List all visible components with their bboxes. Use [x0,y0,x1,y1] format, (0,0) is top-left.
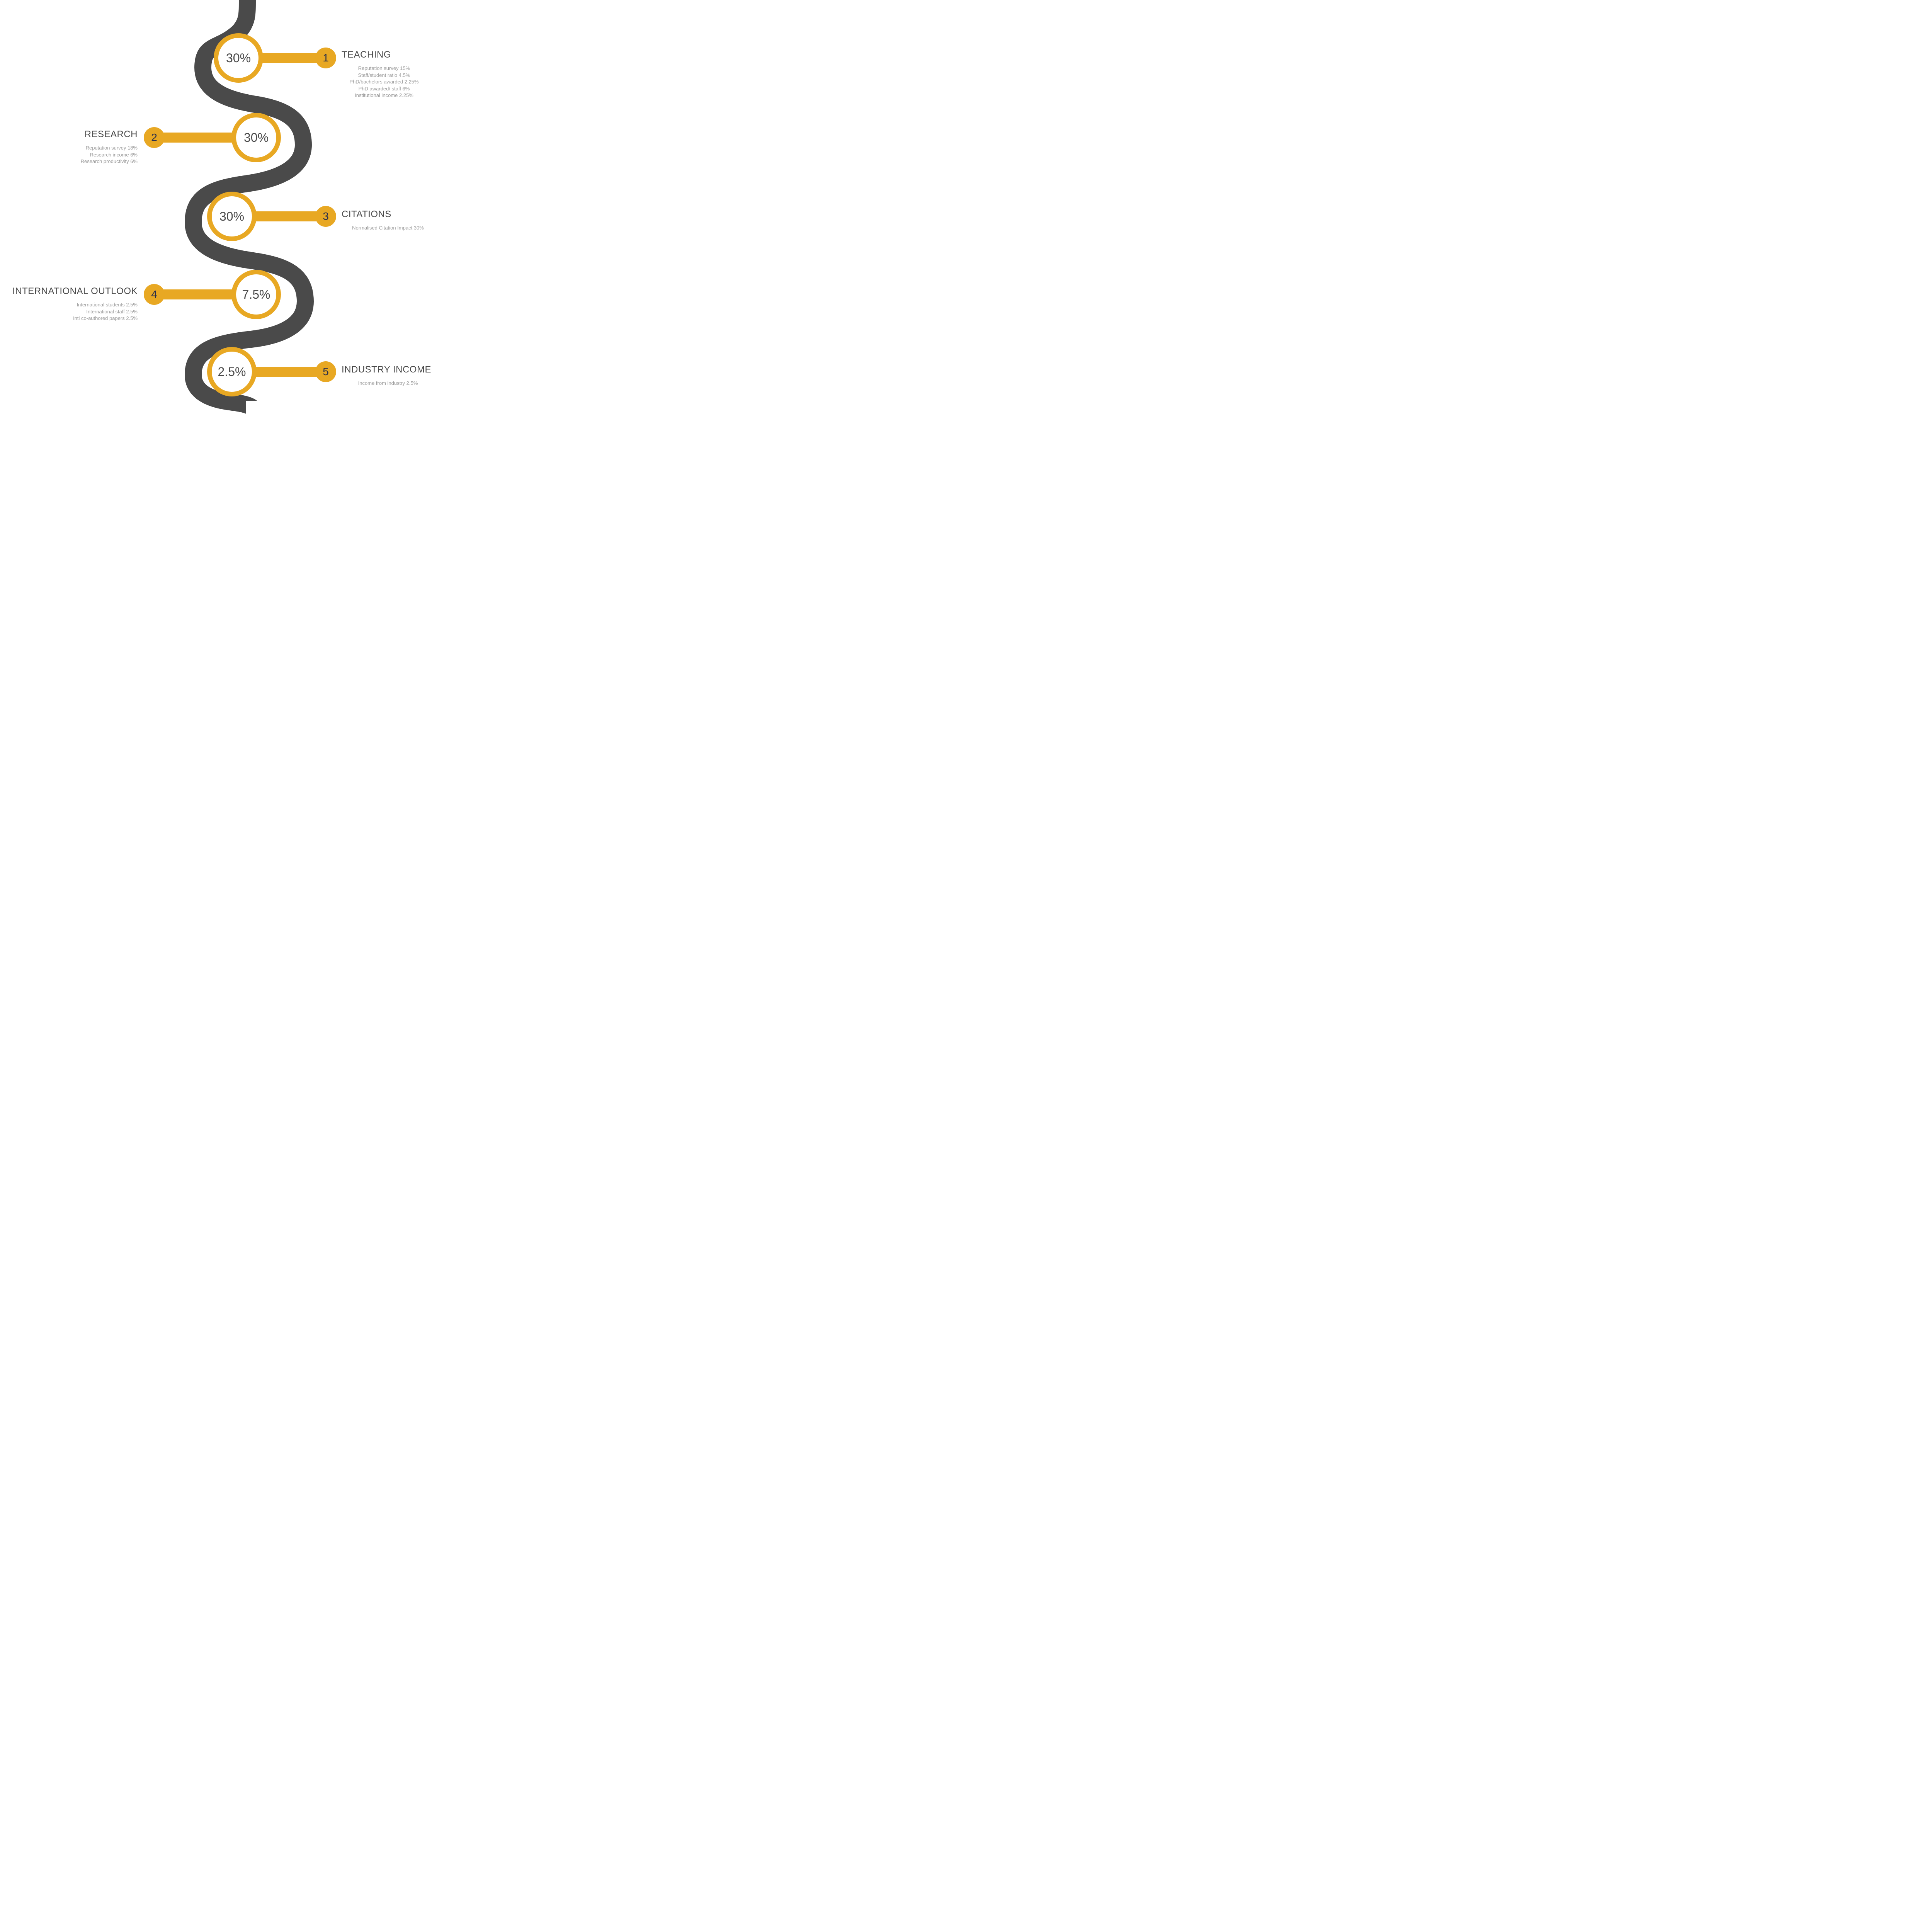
section-title-teaching: TEACHING [342,49,391,60]
section-title-industry-income: INDUSTRY INCOME [342,364,431,375]
detail-line-international-outlook-0: International students 2.5% [37,301,138,308]
detail-line-international-outlook-1: International staff 2.5% [37,308,138,315]
step-number-citations: 3 [315,206,336,227]
section-title-research: RESEARCH [85,129,138,140]
detail-line-research-0: Reputation survey 18% [53,145,138,151]
percent-value-citations: 30% [219,209,244,224]
percent-circle-research: 30% [231,113,281,162]
percent-circle-teaching: 30% [214,33,263,83]
step-number-teaching: 1 [315,48,336,68]
step-number-value-international-outlook: 4 [151,288,157,301]
detail-line-teaching-3: PhD awarded/ staff 6% [342,85,427,92]
step-number-value-research: 2 [151,131,157,144]
infographic-stage: 30% 1 TEACHING Reputation survey 15%Staff/s… [0,0,526,415]
step-number-research: 2 [144,127,165,148]
detail-line-research-2: Research productivity 6% [53,158,138,165]
section-details-teaching: Reputation survey 15%Staff/student ratio… [342,65,427,99]
detail-line-teaching-2: PhD/bachelors awarded 2.25% [342,78,427,85]
detail-line-industry-income-0: Income from industry 2.5% [342,380,434,387]
detail-line-citations-0: Normalised Citation Impact 30% [342,224,434,231]
step-number-value-teaching: 1 [323,52,329,64]
detail-line-research-1: Research income 6% [53,151,138,158]
detail-line-teaching-1: Staff/student ratio 4.5% [342,72,427,79]
percent-circle-citations: 30% [207,192,257,241]
section-details-industry-income: Income from industry 2.5% [342,380,434,387]
step-number-international-outlook: 4 [144,284,165,305]
percent-value-industry-income: 2.5% [218,365,246,379]
step-number-value-citations: 3 [323,210,329,223]
detail-line-teaching-0: Reputation survey 15% [342,65,427,72]
percent-circle-industry-income: 2.5% [207,347,257,396]
section-details-citations: Normalised Citation Impact 30% [342,224,434,231]
section-title-international-outlook: INTERNATIONAL OUTLOOK [12,286,138,297]
percent-circle-international-outlook: 7.5% [231,270,281,319]
percent-value-international-outlook: 7.5% [242,287,270,302]
percent-value-research: 30% [244,131,269,145]
detail-line-teaching-4: Institutional income 2.25% [342,92,427,99]
section-details-international-outlook: International students 2.5%International… [37,301,138,322]
percent-value-teaching: 30% [226,51,251,65]
step-number-industry-income: 5 [315,361,336,382]
step-number-value-industry-income: 5 [323,366,329,378]
detail-line-international-outlook-2: Intl co-authored papers 2.5% [37,315,138,322]
section-details-research: Reputation survey 18%Research income 6%R… [53,145,138,165]
section-title-citations: CITATIONS [342,209,391,220]
